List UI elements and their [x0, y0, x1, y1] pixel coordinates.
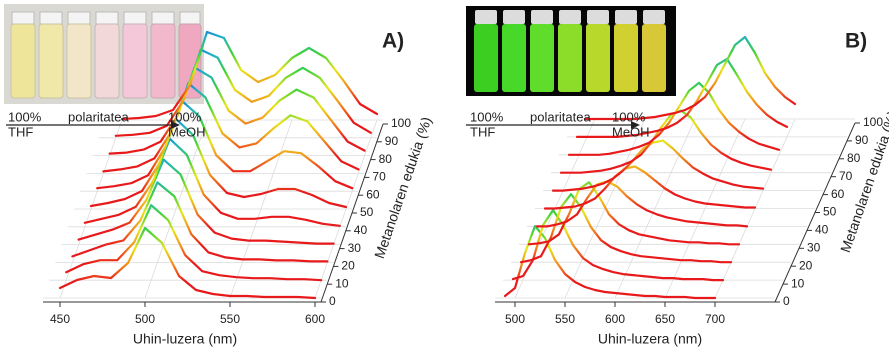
spectrum-line — [583, 35, 797, 121]
z-tick-label: 70 — [372, 170, 386, 184]
z-tick-label: 70 — [839, 169, 853, 183]
spectrum-line — [567, 81, 781, 156]
spectrum-line — [96, 100, 354, 190]
spectrum-line — [519, 193, 733, 264]
spectrum-line — [71, 181, 329, 263]
z-tick-label: 40 — [354, 223, 368, 237]
spectrum-line — [65, 204, 323, 282]
grid-line — [59, 119, 123, 299]
z-tick-label: 0 — [329, 294, 336, 308]
z-tick-label: 0 — [783, 294, 790, 308]
x-tick-label: 550 — [220, 312, 240, 326]
x-tick-label: 650 — [655, 312, 675, 326]
x-axis-title: Uhin-luzera (nm) — [598, 331, 702, 347]
x-tick-label: 550 — [555, 312, 575, 326]
spectrum-line — [58, 226, 317, 300]
arrow-head — [631, 121, 640, 129]
z-tick-label: 50 — [823, 205, 837, 219]
z-tick-label: 20 — [341, 259, 355, 273]
z-tick-label: 80 — [379, 152, 393, 166]
z-tick-label: 10 — [791, 276, 805, 290]
spectrum-line — [83, 137, 341, 227]
spectrum-line — [551, 139, 765, 192]
annotation: 100% — [612, 109, 646, 124]
z-axis-title: Metanolaren edukia (%) — [371, 115, 435, 261]
z-tick-label: 100 — [863, 115, 883, 129]
x-axis-title: Uhin-luzera (nm) — [133, 331, 237, 347]
vials — [474, 10, 666, 92]
z-tick-label: 30 — [807, 240, 821, 254]
grid-line — [314, 119, 378, 299]
spectrum-line — [114, 48, 372, 137]
z-tick-label: 60 — [366, 187, 380, 201]
spectrum-line — [543, 165, 757, 210]
z-tick-label: 80 — [847, 151, 861, 165]
arrow-head — [171, 121, 180, 129]
z-tick-label: 90 — [855, 133, 869, 147]
annotation: MeOH — [168, 124, 206, 139]
z-tick-label: 60 — [831, 187, 845, 201]
x-tick-label: 600 — [605, 312, 625, 326]
panel-label: B) — [845, 30, 867, 53]
annotation: THF — [8, 124, 33, 139]
annotation: polaritatea — [530, 109, 591, 124]
annotation: 100% — [168, 109, 202, 124]
spectrum-line — [575, 57, 789, 138]
annotation: polaritatea — [68, 109, 129, 124]
x-tick-label: 600 — [305, 312, 325, 326]
grid-line — [229, 119, 293, 299]
annotation: 100% — [8, 109, 42, 124]
x-tick-label: 500 — [505, 312, 525, 326]
photo-b — [466, 6, 676, 96]
spectrum-line — [120, 30, 379, 121]
z-tick-label: 20 — [799, 258, 813, 272]
grid-line — [614, 118, 696, 299]
annotation: MeOH — [612, 124, 650, 139]
vials — [10, 11, 202, 99]
z-tick-label: 10 — [335, 276, 349, 290]
z-tick-label: 30 — [348, 241, 362, 255]
spectrum-line — [527, 181, 741, 246]
z-tick-label: 50 — [360, 205, 374, 219]
photo-a — [4, 4, 204, 104]
z-tick-label: 100 — [391, 116, 411, 130]
x-tick-label: 500 — [135, 312, 155, 326]
spectrum-line — [535, 180, 749, 228]
spectrum-line — [511, 209, 725, 282]
grid-line — [664, 118, 746, 299]
spectrum-line — [89, 117, 348, 209]
spectrum-line — [559, 109, 773, 174]
annotation: 100% — [470, 109, 504, 124]
z-tick-label: 90 — [385, 134, 399, 148]
x-tick-label: 450 — [50, 312, 70, 326]
spectrum-line — [77, 158, 335, 245]
grid-line — [144, 119, 208, 299]
panel-label: A) — [382, 30, 404, 53]
spectrum-line — [102, 82, 360, 173]
spectrum-line — [108, 66, 366, 155]
annotation: THF — [470, 124, 495, 139]
x-tick-label: 700 — [705, 312, 725, 326]
z-tick-label: 40 — [815, 223, 829, 237]
